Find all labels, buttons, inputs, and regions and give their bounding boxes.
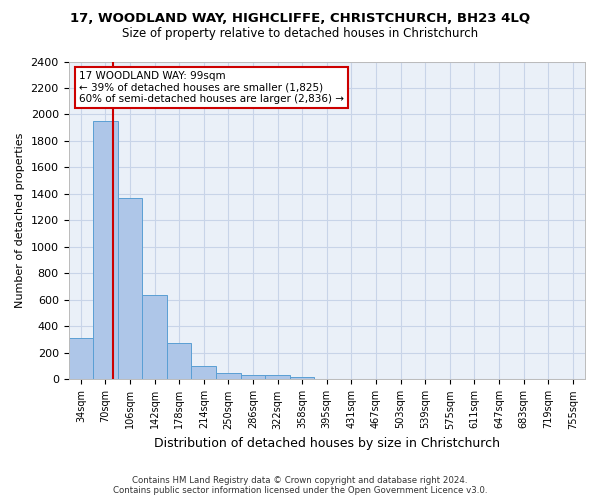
Bar (241, 375, 265, 380)
Text: 17 WOODLAND WAY: 99sqm
← 39% of detached houses are smaller (1,825)
60% of semi-: 17 WOODLAND WAY: 99sqm ← 39% of detached… (79, 71, 344, 104)
Bar (118, 198, 142, 380)
Bar (68, 338, 93, 380)
Bar (142, 296, 167, 380)
Bar (290, 377, 314, 380)
Bar (167, 343, 191, 380)
Y-axis label: Number of detached properties: Number of detached properties (15, 133, 25, 308)
Bar (216, 374, 241, 380)
Bar (191, 366, 216, 380)
Bar (93, 121, 118, 380)
Text: Size of property relative to detached houses in Christchurch: Size of property relative to detached ho… (122, 28, 478, 40)
Bar (265, 376, 290, 380)
X-axis label: Distribution of detached houses by size in Christchurch: Distribution of detached houses by size … (154, 437, 500, 450)
Text: 17, WOODLAND WAY, HIGHCLIFFE, CHRISTCHURCH, BH23 4LQ: 17, WOODLAND WAY, HIGHCLIFFE, CHRISTCHUR… (70, 12, 530, 26)
Text: Contains HM Land Registry data © Crown copyright and database right 2024.
Contai: Contains HM Land Registry data © Crown c… (113, 476, 487, 495)
